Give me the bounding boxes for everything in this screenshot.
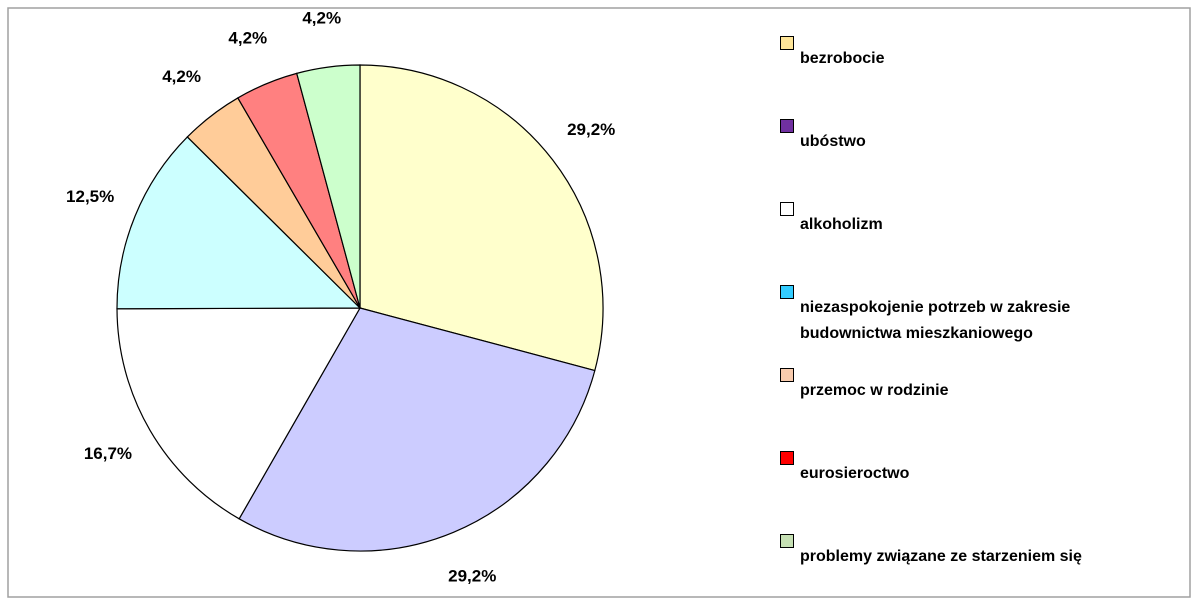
pie-slice — [116, 307, 362, 520]
data-label: 29,2% — [567, 120, 615, 139]
chart-border — [7, 7, 1191, 598]
data-label: 4,2% — [162, 67, 201, 86]
legend-label: przemoc w rodzinie — [800, 382, 949, 399]
legend-swatch — [780, 119, 794, 133]
pie-slice — [359, 64, 604, 372]
legend-label: niezaspokojenie potrzeb w zakresie budow… — [800, 299, 1071, 342]
legend-label: ubóstwo — [800, 133, 866, 150]
legend-label: alkoholizm — [800, 216, 883, 233]
pie-slice — [238, 307, 596, 552]
legend-swatch — [780, 202, 794, 216]
legend-swatch — [780, 36, 794, 50]
data-label: 12,5% — [66, 187, 114, 206]
legend-label: bezrobocie — [800, 50, 885, 67]
pie-slice — [296, 64, 361, 309]
legend-label: eurosieroctwo — [800, 465, 910, 482]
legend-label: problemy związane ze starzeniem się — [800, 548, 1082, 565]
legend-swatch — [780, 451, 794, 465]
legend-swatch — [780, 285, 794, 299]
data-label: 29,2% — [448, 567, 496, 586]
legend-swatch — [780, 368, 794, 382]
data-label: 16,7% — [84, 444, 132, 463]
data-label: 4,2% — [228, 28, 267, 47]
data-label: 4,2% — [302, 8, 341, 27]
pie-slice — [116, 136, 362, 310]
legend-swatch — [780, 534, 794, 548]
